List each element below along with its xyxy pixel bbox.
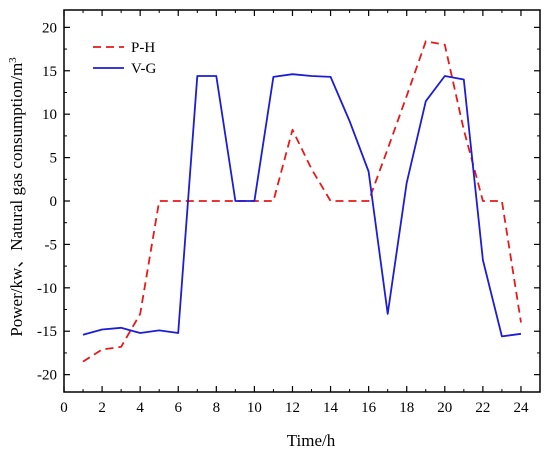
x-tick-label: 10 (247, 400, 262, 416)
y-tick-label: 20 (42, 20, 57, 36)
x-tick-label: 22 (475, 400, 490, 416)
x-axis-title: Time/h (287, 431, 336, 450)
y-tick-label: -5 (45, 237, 58, 253)
series-line-p-h (82, 40, 522, 363)
y-axis-title-superscript: 3 (7, 57, 19, 63)
series-layer (82, 40, 522, 363)
x-tick-label: 0 (60, 400, 68, 416)
x-tick-label: 4 (136, 400, 144, 416)
x-tick-label: 2 (98, 400, 106, 416)
y-tick-label: -10 (37, 281, 57, 297)
x-tick-label: 16 (361, 400, 377, 416)
legend: P-H V-G (93, 40, 156, 77)
y-axis-title: Power/kw、Natural gas consumption/m3 (7, 57, 26, 337)
legend-label-p-h: P-H (131, 40, 155, 56)
y-tick-label: 10 (42, 107, 57, 123)
y-tick-label: 5 (50, 151, 58, 167)
x-tick-label: 12 (285, 400, 300, 416)
x-tick-label: 20 (437, 400, 452, 416)
legend-label-v-g: V-G (131, 61, 156, 77)
y-tick-label: 0 (50, 194, 58, 210)
y-tick-label: 15 (42, 64, 57, 80)
x-tick-label: 6 (174, 400, 182, 416)
series-line-v-g (82, 73, 522, 338)
x-tick-label: 18 (399, 400, 414, 416)
x-tick-label: 24 (513, 400, 529, 416)
x-tick-label: 14 (323, 400, 339, 416)
y-axis-title-text: Power/kw、Natural gas consumption/m (7, 63, 26, 337)
y-tick-label: -15 (37, 324, 57, 340)
y-tick-label: -20 (37, 368, 57, 384)
x-tick-label: 8 (213, 400, 221, 416)
